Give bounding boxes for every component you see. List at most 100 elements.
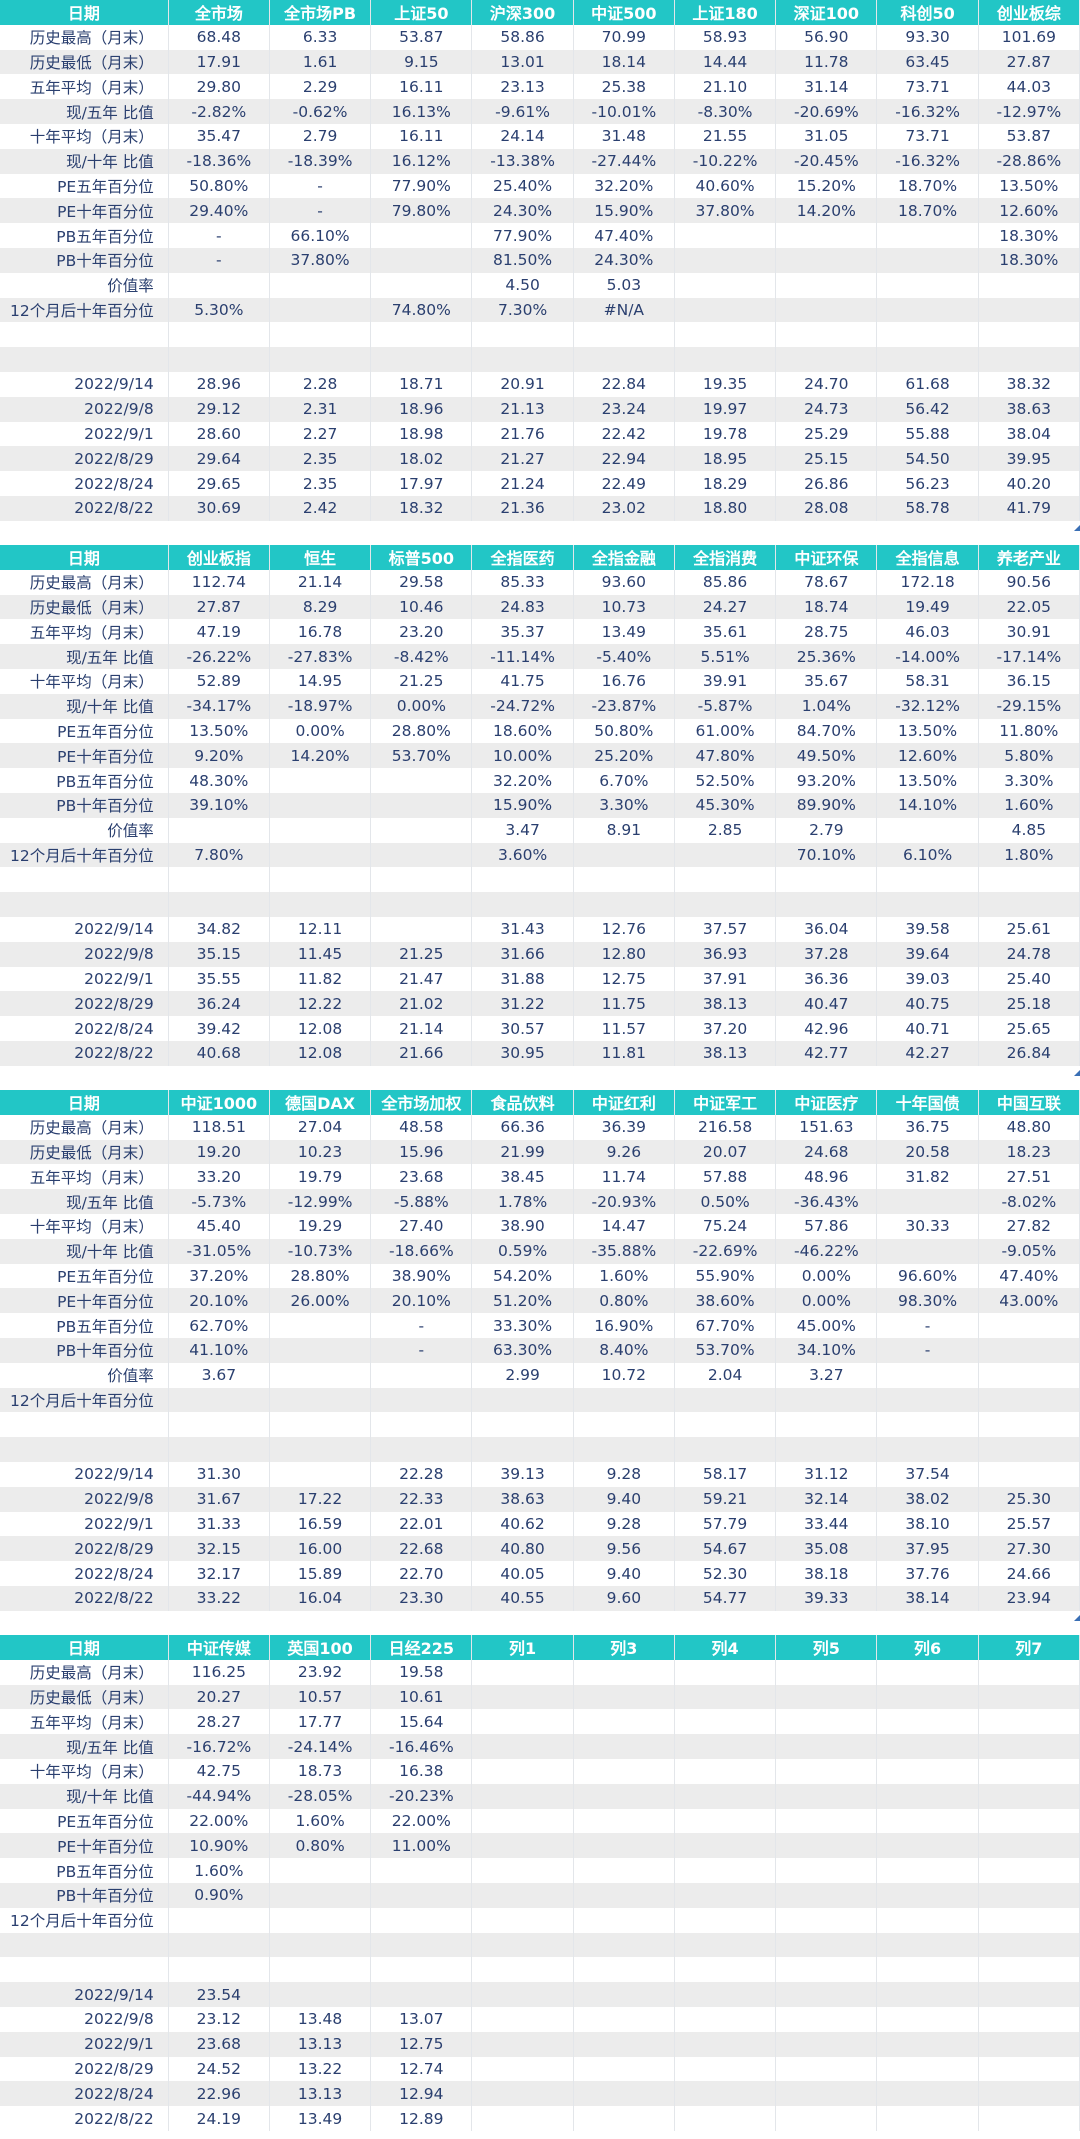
value-cell[interactable] — [674, 272, 777, 298]
value-cell[interactable]: 85.33 — [471, 569, 574, 595]
row-label-cell[interactable]: 2022/9/8 — [0, 396, 169, 422]
value-cell[interactable] — [978, 867, 1080, 893]
value-cell[interactable]: 50.80% — [573, 718, 675, 744]
value-cell[interactable]: 21.76 — [471, 421, 574, 447]
value-cell[interactable]: 48.80 — [978, 1114, 1080, 1140]
value-cell[interactable]: 67.70% — [674, 1313, 777, 1338]
value-cell[interactable]: 29.80 — [168, 74, 270, 100]
value-cell[interactable] — [876, 272, 979, 298]
value-cell[interactable] — [674, 1684, 777, 1710]
value-cell[interactable]: 17.22 — [269, 1486, 372, 1512]
value-cell[interactable]: 9.60 — [573, 1585, 675, 1611]
value-cell[interactable]: -20.69% — [775, 99, 878, 124]
date-column-header[interactable]: 日期 — [0, 0, 169, 25]
value-cell[interactable]: 53.70% — [370, 743, 473, 769]
value-cell[interactable]: 42.77 — [775, 1040, 878, 1066]
value-cell[interactable]: 21.25 — [370, 668, 473, 694]
value-cell[interactable]: -28.05% — [269, 1783, 372, 1809]
row-label-cell[interactable]: PE十年百分位 — [0, 1288, 169, 1314]
value-cell[interactable] — [674, 2056, 777, 2082]
value-cell[interactable] — [978, 1957, 1080, 1983]
value-cell[interactable] — [573, 1833, 675, 1859]
value-cell[interactable] — [876, 247, 979, 273]
row-label-cell[interactable]: 历史最高（月末） — [0, 569, 169, 595]
value-cell[interactable]: 25.30 — [978, 1486, 1080, 1512]
value-cell[interactable]: 172.18 — [876, 569, 979, 595]
value-cell[interactable] — [674, 1734, 777, 1759]
value-cell[interactable]: 11.00% — [370, 1833, 473, 1859]
value-cell[interactable]: 22.70 — [370, 1561, 473, 1586]
value-cell[interactable] — [370, 817, 473, 843]
value-cell[interactable]: 58.93 — [674, 24, 777, 50]
value-cell[interactable]: 96.60% — [876, 1263, 979, 1289]
value-cell[interactable] — [370, 1882, 473, 1908]
value-cell[interactable]: 40.20 — [978, 471, 1080, 496]
value-cell[interactable]: 40.80 — [471, 1536, 574, 1562]
value-cell[interactable]: 38.13 — [674, 1040, 777, 1066]
row-label-cell[interactable] — [0, 347, 169, 372]
value-cell[interactable]: 2.35 — [269, 471, 372, 496]
value-cell[interactable]: 20.10% — [370, 1288, 473, 1314]
row-label-cell[interactable]: PE十年百分位 — [0, 743, 169, 769]
index-column-header[interactable]: 列6 — [876, 1635, 979, 1660]
value-cell[interactable] — [471, 1783, 574, 1809]
value-cell[interactable]: 19.58 — [370, 1659, 473, 1685]
value-cell[interactable] — [573, 1387, 675, 1413]
row-label-cell[interactable]: 现/十年 比值 — [0, 148, 169, 174]
value-cell[interactable]: 37.95 — [876, 1536, 979, 1562]
value-cell[interactable]: 31.48 — [573, 123, 675, 149]
value-cell[interactable]: 98.30% — [876, 1288, 979, 1314]
value-cell[interactable]: 7.30% — [471, 297, 574, 323]
value-cell[interactable]: 58.86 — [471, 24, 574, 50]
value-cell[interactable]: -20.23% — [370, 1783, 473, 1809]
value-cell[interactable]: 13.48 — [269, 2006, 372, 2032]
resize-corner-icon[interactable] — [1074, 1069, 1080, 1076]
value-cell[interactable] — [471, 1858, 574, 1883]
value-cell[interactable] — [978, 1907, 1080, 1933]
value-cell[interactable]: 12.08 — [269, 1016, 372, 1041]
value-cell[interactable]: -9.61% — [471, 99, 574, 124]
row-label-cell[interactable]: 2022/8/24 — [0, 1016, 169, 1041]
row-label-cell[interactable]: 12个月后十年百分位 — [0, 1387, 169, 1413]
value-cell[interactable]: 56.42 — [876, 396, 979, 422]
value-cell[interactable]: 16.76 — [573, 668, 675, 694]
value-cell[interactable]: 0.00% — [370, 693, 473, 719]
date-column-header[interactable]: 日期 — [0, 1090, 169, 1115]
value-cell[interactable]: -13.38% — [471, 148, 574, 174]
value-cell[interactable] — [876, 1982, 979, 2007]
value-cell[interactable]: 8.91 — [573, 817, 675, 843]
value-cell[interactable]: 11.57 — [573, 1016, 675, 1041]
row-label-cell[interactable]: 2022/8/24 — [0, 471, 169, 496]
value-cell[interactable] — [775, 223, 878, 248]
value-cell[interactable]: 19.97 — [674, 396, 777, 422]
value-cell[interactable]: 24.73 — [775, 396, 878, 422]
value-cell[interactable] — [775, 1882, 878, 1908]
value-cell[interactable]: -24.72% — [471, 693, 574, 719]
value-cell[interactable]: 20.07 — [674, 1139, 777, 1165]
value-cell[interactable]: -8.42% — [370, 644, 473, 669]
value-cell[interactable]: -28.86% — [978, 148, 1080, 174]
value-cell[interactable] — [269, 272, 372, 298]
value-cell[interactable]: 1.60% — [269, 1808, 372, 1834]
value-cell[interactable]: 11.78 — [775, 49, 878, 75]
value-cell[interactable] — [471, 1833, 574, 1859]
value-cell[interactable] — [370, 1858, 473, 1883]
value-cell[interactable]: 14.95 — [269, 668, 372, 694]
value-cell[interactable]: 73.71 — [876, 74, 979, 100]
value-cell[interactable]: 29.58 — [370, 569, 473, 595]
value-cell[interactable]: 11.75 — [573, 991, 675, 1017]
value-cell[interactable] — [168, 322, 270, 348]
value-cell[interactable]: 24.14 — [471, 123, 574, 149]
value-cell[interactable]: 58.17 — [674, 1461, 777, 1487]
value-cell[interactable] — [674, 1437, 777, 1462]
value-cell[interactable] — [471, 1437, 574, 1462]
value-cell[interactable]: 23.12 — [168, 2006, 270, 2032]
value-cell[interactable] — [573, 2106, 675, 2131]
value-cell[interactable]: 42.96 — [775, 1016, 878, 1041]
value-cell[interactable]: 21.55 — [674, 123, 777, 149]
value-cell[interactable]: 26.86 — [775, 471, 878, 496]
value-cell[interactable]: - — [168, 247, 270, 273]
value-cell[interactable] — [471, 1659, 574, 1685]
value-cell[interactable]: 30.33 — [876, 1213, 979, 1239]
value-cell[interactable]: 25.38 — [573, 74, 675, 100]
